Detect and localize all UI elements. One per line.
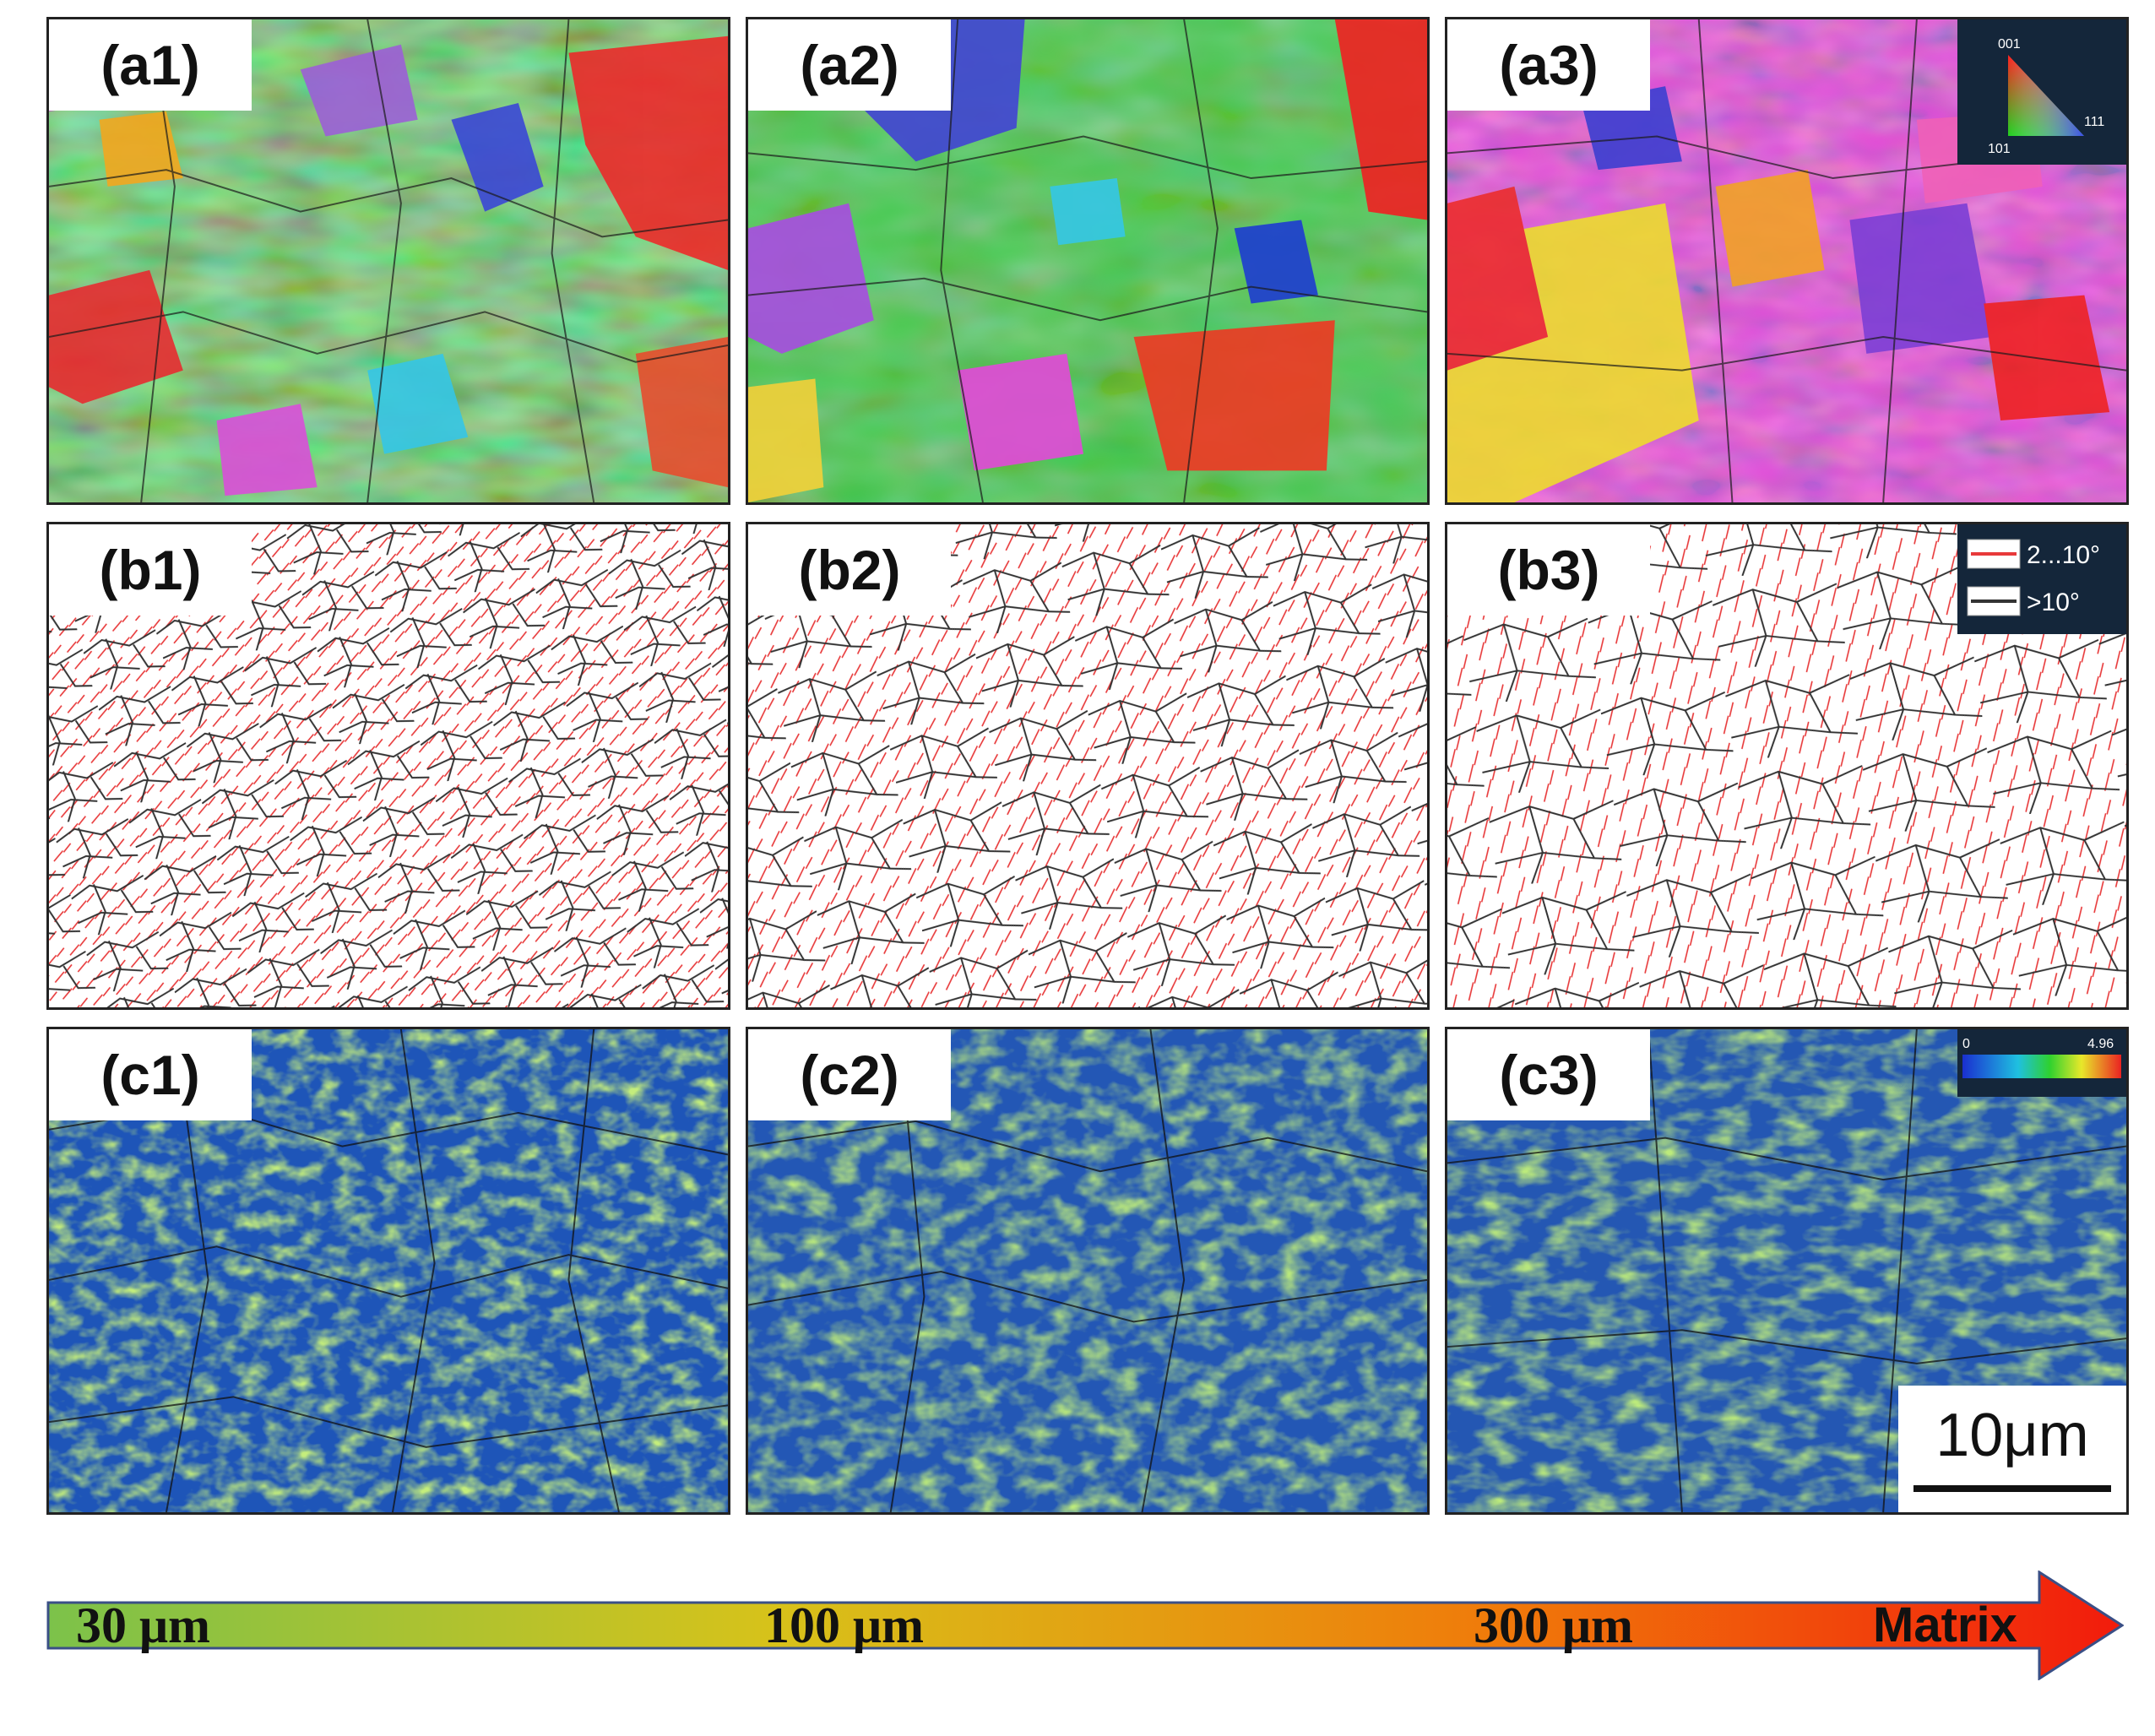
ipf-color-key: 001 101 111 xyxy=(1957,19,2126,165)
arrow-shape xyxy=(46,1570,2125,1681)
panel-b1: (b1) xyxy=(46,522,730,1010)
panel-label: (c3) xyxy=(1447,1029,1650,1120)
ipf-map-image xyxy=(748,19,1427,502)
panel-a3: (a3) 001 101 111 xyxy=(1445,17,2129,505)
panel-label: (a2) xyxy=(748,19,951,111)
panel-label: (b2) xyxy=(748,524,951,616)
panel-label: (b1) xyxy=(49,524,252,616)
arrow-label-100: 100 μm xyxy=(764,1598,924,1653)
boundary-map-image xyxy=(748,524,1427,1007)
ipf-triangle-icon: 001 101 111 xyxy=(1988,37,2104,156)
svg-text:0: 0 xyxy=(1962,1037,1970,1051)
panel-label: (a1) xyxy=(49,19,252,111)
arrow-label-30: 30 μm xyxy=(76,1598,210,1653)
panel-b3: (b3) 2...10° >10° xyxy=(1445,522,2129,1010)
ipf-map-image xyxy=(49,19,728,502)
svg-text:101: 101 xyxy=(1988,142,2011,156)
kam-color-scale: 0 4.96 xyxy=(1957,1029,2126,1097)
panel-a1: (a1) xyxy=(46,17,730,505)
arrow-label-matrix: Matrix xyxy=(1873,1598,2017,1652)
svg-text:111: 111 xyxy=(2084,115,2104,129)
panel-c2: (c2) xyxy=(746,1027,1430,1515)
scale-bar-label: 10μm xyxy=(1935,1402,2089,1469)
panel-c1: (c1) xyxy=(46,1027,730,1515)
legend-high-label: >10° xyxy=(2027,589,2080,616)
legend-low-label: 2...10° xyxy=(2027,541,2100,569)
gradient-arrow xyxy=(46,1570,2125,1681)
panel-label: (b3) xyxy=(1447,524,1650,616)
kam-gradient-bar xyxy=(1962,1055,2121,1078)
boundary-legend: 2...10° >10° xyxy=(1957,524,2126,634)
panel-a2: (a2) xyxy=(746,17,1430,505)
panel-b2: (b2) xyxy=(746,522,1430,1010)
panel-label: (c2) xyxy=(748,1029,951,1120)
panel-label: (a3) xyxy=(1447,19,1650,111)
panel-c3: (c3) 0 4.96 10μm xyxy=(1445,1027,2129,1515)
svg-text:001: 001 xyxy=(1998,37,2021,52)
panel-label: (c1) xyxy=(49,1029,252,1120)
svg-text:4.96: 4.96 xyxy=(2087,1037,2114,1051)
arrow-label-300: 300 μm xyxy=(1474,1598,1633,1653)
scale-bar: 10μm xyxy=(1898,1386,2126,1512)
scale-bar-line xyxy=(1913,1485,2111,1492)
